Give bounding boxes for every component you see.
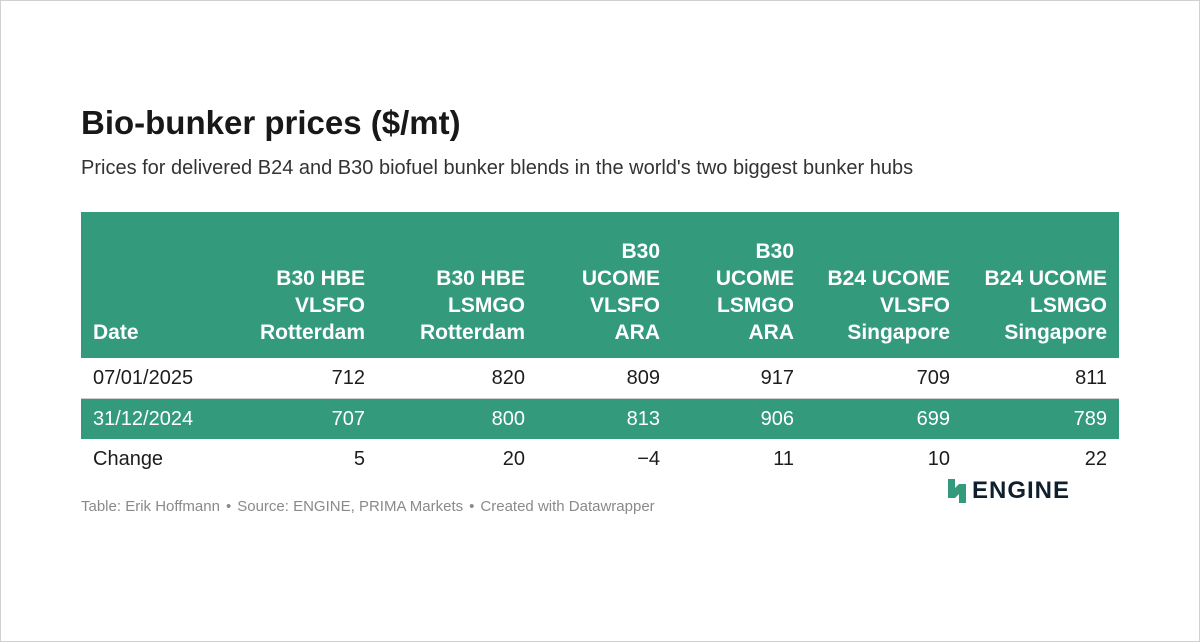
table-header-row: Date B30 HBE VLSFO Rotterdam B30 HBE LSM… bbox=[81, 212, 1119, 358]
change-cell: 10 bbox=[927, 447, 950, 470]
price-cell: 800 bbox=[377, 398, 537, 439]
change-label-cell: Change bbox=[93, 447, 164, 470]
engine-logo-icon bbox=[946, 478, 968, 504]
column-header-label: B30 UCOME VLSFO ARA bbox=[581, 240, 660, 344]
date-cell: 07/01/2025 bbox=[81, 358, 229, 399]
change-cell: −4 bbox=[637, 447, 660, 470]
table-row: 31/12/2024 707 800 813 906 699 789 bbox=[81, 398, 1119, 439]
column-header: B30 UCOME LSMGO ARA bbox=[672, 212, 806, 358]
footer-separator: • bbox=[469, 498, 475, 515]
column-header: B30 UCOME VLSFO ARA bbox=[537, 212, 672, 358]
date-cell: 31/12/2024 bbox=[81, 398, 229, 439]
chart-title: Bio-bunker prices ($/mt) bbox=[81, 104, 461, 141]
column-header: B30 HBE LSMGO Rotterdam bbox=[377, 212, 537, 358]
price-cell: 712 bbox=[229, 358, 377, 399]
chart-subtitle: Prices for delivered B24 and B30 biofuel… bbox=[81, 157, 914, 179]
change-cell: 20 bbox=[502, 447, 525, 470]
source-credit: Source: ENGINE, PRIMA Markets bbox=[237, 498, 464, 515]
column-header-label: B30 UCOME LSMGO ARA bbox=[715, 240, 794, 344]
price-cell: 809 bbox=[537, 358, 672, 399]
price-cell: 707 bbox=[229, 398, 377, 439]
price-cell: 906 bbox=[672, 398, 806, 439]
price-cell: 813 bbox=[537, 398, 672, 439]
engine-logo-text: ENGINE bbox=[972, 477, 1071, 504]
table-credit: Table: Erik Hoffmann bbox=[81, 498, 220, 515]
price-cell: 811 bbox=[962, 358, 1119, 399]
price-cell: 709 bbox=[806, 358, 962, 399]
chart-footer: Table: Erik Hoffmann • Source: ENGINE, PRI… bbox=[81, 498, 655, 515]
column-header: B24 UCOME LSMGO Singapore bbox=[962, 212, 1119, 358]
price-cell: 820 bbox=[377, 358, 537, 399]
change-cell: 11 bbox=[773, 447, 794, 470]
change-cell: 5 bbox=[353, 447, 365, 470]
column-header-label: B24 UCOME LSMGO Singapore bbox=[984, 267, 1107, 344]
price-cell: 917 bbox=[672, 358, 806, 399]
column-header-label: B24 UCOME VLSFO Singapore bbox=[827, 267, 950, 344]
table-row: Change 5 20 −4 11 10 22 bbox=[81, 439, 1119, 479]
engine-logo: ENGINE bbox=[946, 476, 1070, 506]
footer-separator: • bbox=[225, 498, 232, 515]
price-table: Date B30 HBE VLSFO Rotterdam B30 HBE LSM… bbox=[81, 212, 1119, 479]
column-header-label: B30 HBE VLSFO Rotterdam bbox=[259, 267, 365, 344]
column-header-label: B30 HBE LSMGO Rotterdam bbox=[419, 267, 525, 344]
change-cell: 22 bbox=[1084, 447, 1107, 470]
column-header: B30 HBE VLSFO Rotterdam bbox=[229, 212, 377, 358]
price-cell: 699 bbox=[806, 398, 962, 439]
table-row: 07/01/2025 712 820 809 917 709 811 bbox=[81, 358, 1119, 399]
column-header: B24 UCOME VLSFO Singapore bbox=[806, 212, 962, 358]
datawrapper-credit: Created with Datawrapper bbox=[480, 498, 655, 515]
column-header-date: Date bbox=[81, 212, 229, 358]
price-cell: 789 bbox=[962, 398, 1119, 439]
